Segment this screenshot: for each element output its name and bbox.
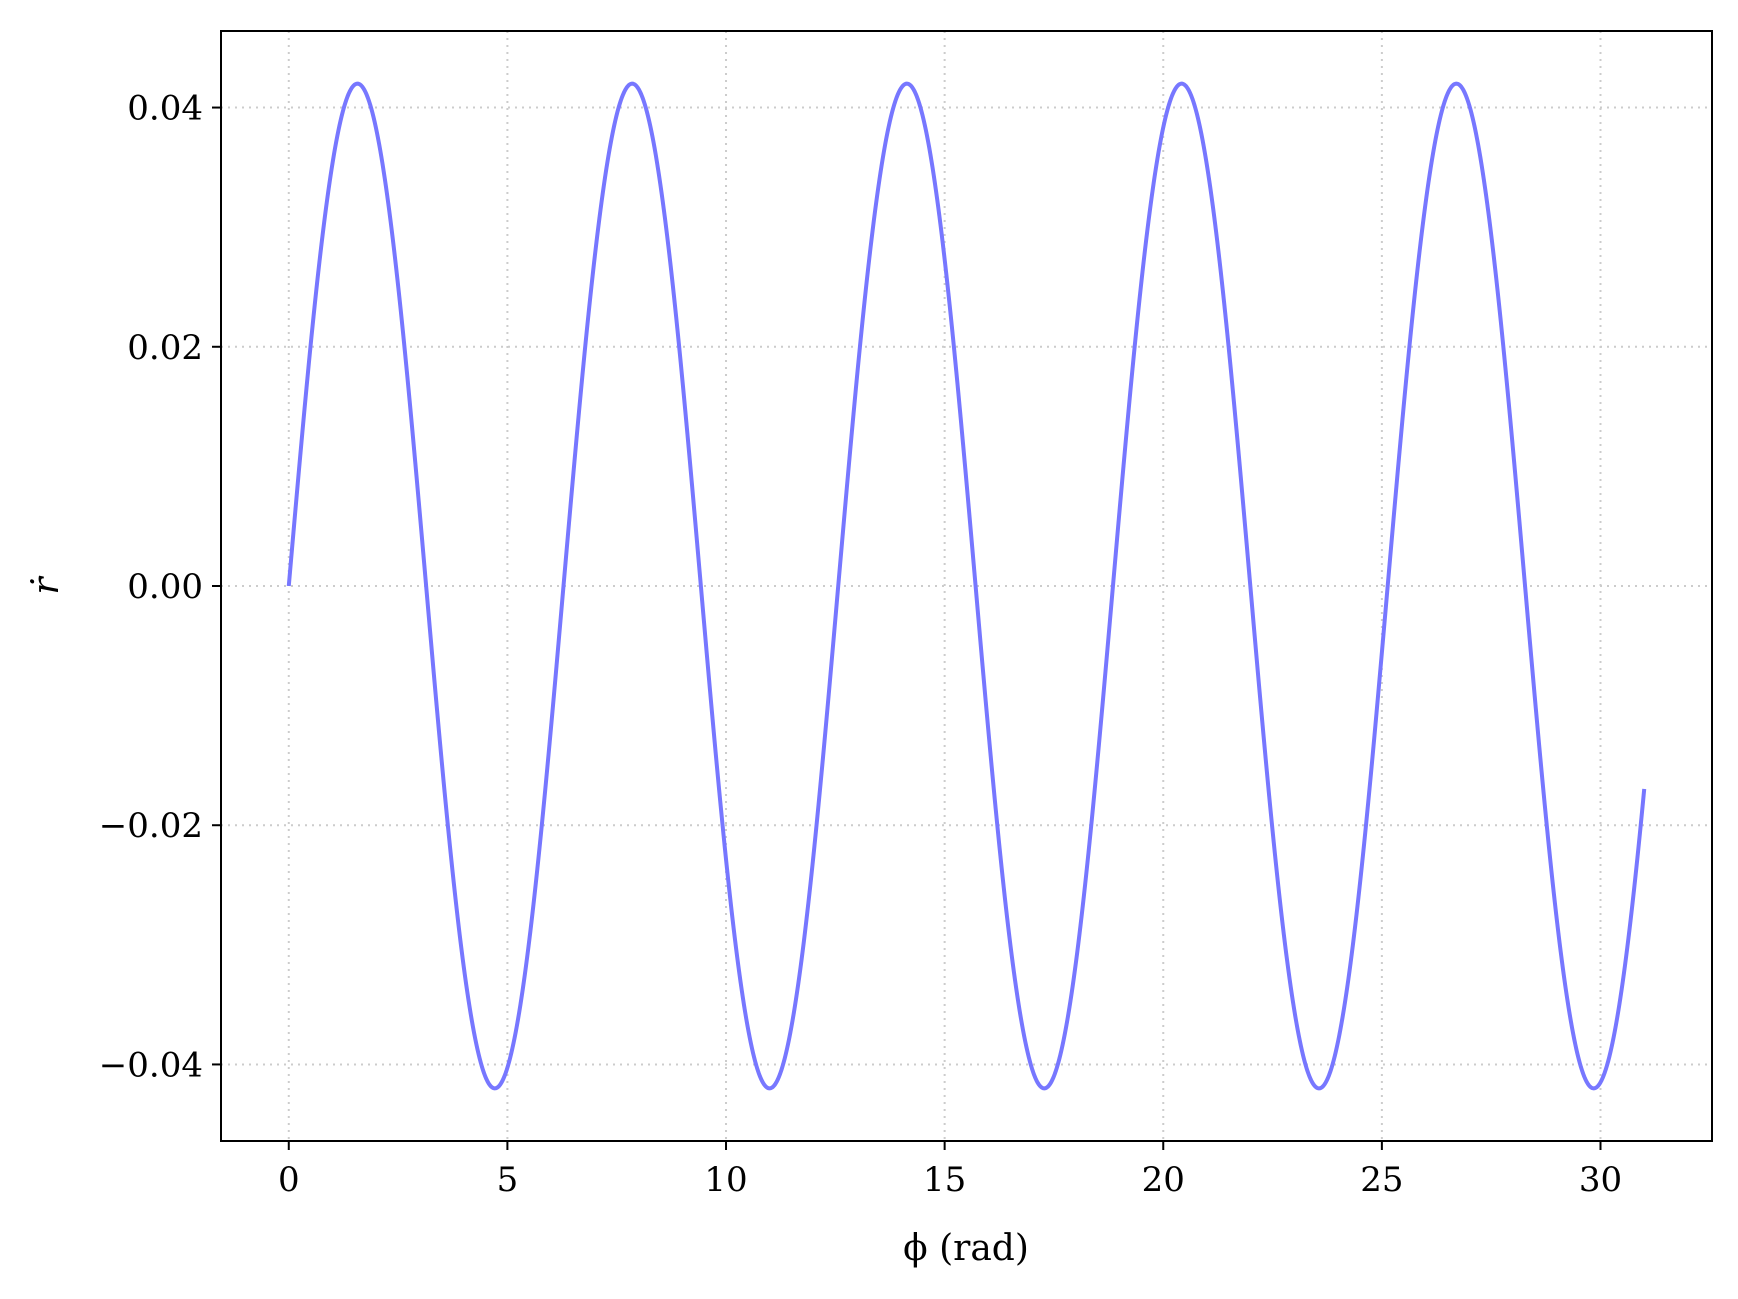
x-tick-label: 5 <box>497 1160 519 1200</box>
x-axis-ticks: 0 5 10 15 20 25 30 <box>278 1141 1622 1200</box>
y-tick-label: −0.02 <box>99 806 203 846</box>
y-tick-label: 0.04 <box>127 89 203 129</box>
y-axis-ticks: 0.04 0.02 0.00 −0.02 −0.04 <box>99 89 221 1085</box>
x-axis-title: ϕ (rad) <box>903 1228 1029 1269</box>
series-layer <box>286 81 1647 1091</box>
y-tick-label: 0.02 <box>127 328 203 368</box>
y-tick-label: −0.04 <box>99 1045 203 1085</box>
series-line <box>286 81 1647 1091</box>
y-axis-title: ṙ <box>26 576 67 595</box>
x-tick-label: 15 <box>923 1160 966 1200</box>
plot-background <box>221 31 1712 1141</box>
x-tick-label: 20 <box>1142 1160 1185 1200</box>
x-tick-label: 10 <box>704 1160 747 1200</box>
x-tick-label: 0 <box>278 1160 300 1200</box>
x-tick-label: 25 <box>1360 1160 1403 1200</box>
y-tick-label: 0.00 <box>127 567 203 607</box>
x-tick-label: 30 <box>1579 1160 1622 1200</box>
